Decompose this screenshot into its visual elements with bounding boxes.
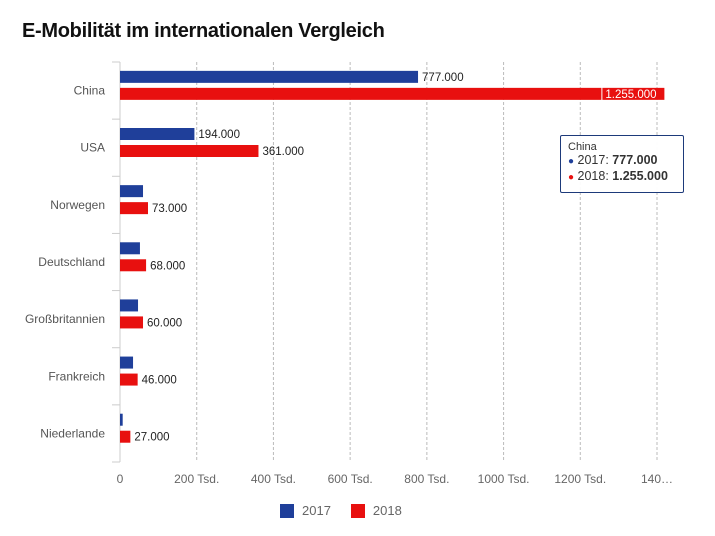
data-label: 68.000 xyxy=(150,260,185,272)
legend-item-2018[interactable]: 2018 xyxy=(350,503,402,518)
data-label-bg xyxy=(602,87,665,100)
data-label: 46.000 xyxy=(142,375,177,387)
series-dot-icon: ● xyxy=(568,172,575,183)
x-tick-label: 600 Tsd. xyxy=(328,472,373,486)
bar-2017 xyxy=(120,185,144,198)
legend-item-2017[interactable]: 2017 xyxy=(280,503,331,518)
data-label: 60.000 xyxy=(147,317,182,329)
bar-2017 xyxy=(120,242,140,255)
category-label: USA xyxy=(80,141,105,155)
category-label: Großbritannien xyxy=(25,312,105,326)
bar-2017 xyxy=(120,356,134,369)
data-label: 27.000 xyxy=(134,432,169,444)
data-label: 1.255.000 xyxy=(605,89,656,101)
bar-2018 xyxy=(120,316,144,329)
bar-2017 xyxy=(120,413,123,426)
bar-2017 xyxy=(120,128,195,140)
bar-2018 xyxy=(120,430,131,443)
legend-swatch xyxy=(350,503,365,518)
x-tick-label: 200 Tsd. xyxy=(174,472,219,486)
x-tick-label: 1200 Tsd. xyxy=(554,472,606,486)
bar-2018 xyxy=(120,87,602,100)
bar-2017 xyxy=(120,299,139,312)
tooltip-category: China xyxy=(568,141,597,153)
legend-label: 2017 xyxy=(302,503,331,518)
category-label: China xyxy=(74,84,106,98)
tooltip-label: 2018: xyxy=(577,169,613,183)
bar-2018 xyxy=(120,202,149,215)
bar-2018 xyxy=(120,145,259,157)
series-dot-icon: ● xyxy=(568,156,575,167)
data-label: 73.000 xyxy=(152,203,187,215)
bar-2018 xyxy=(120,373,138,386)
x-tick-label: 1000 Tsd. xyxy=(478,472,530,486)
tooltip-label: 2017: xyxy=(577,153,613,167)
x-tick-label: 800 Tsd. xyxy=(404,472,449,486)
tooltip-row-2018: ● 2018: 1.255.000 xyxy=(568,169,676,185)
data-label: 361.000 xyxy=(262,146,304,158)
chart-title: E-Mobilität im internationalen Vergleich xyxy=(22,20,385,42)
category-label: Deutschland xyxy=(38,255,105,269)
category-label: Norwegen xyxy=(50,198,105,212)
data-label: 194.000 xyxy=(198,129,240,141)
legend-label: 2018 xyxy=(372,503,402,518)
bar-2017 xyxy=(120,70,419,83)
bar-2018 xyxy=(120,259,147,272)
data-label: 777.000 xyxy=(422,72,464,84)
tooltip-row-2017: ● 2017: 777.000 xyxy=(568,153,676,169)
tooltip: China ● 2017: 777.000 ● 2018: 1.255.000 xyxy=(560,135,684,193)
category-label: Frankreich xyxy=(48,369,105,383)
tooltip-value: 1.255.000 xyxy=(612,169,668,183)
legend-swatch xyxy=(280,503,294,518)
legend: 2017 2018 xyxy=(280,503,402,518)
tooltip-value: 777.000 xyxy=(612,153,658,167)
category-label: Niederlande xyxy=(40,426,105,440)
x-tick-label: 0 xyxy=(117,472,124,486)
x-tick-label: 140… xyxy=(641,472,673,486)
x-tick-label: 400 Tsd. xyxy=(251,472,296,486)
